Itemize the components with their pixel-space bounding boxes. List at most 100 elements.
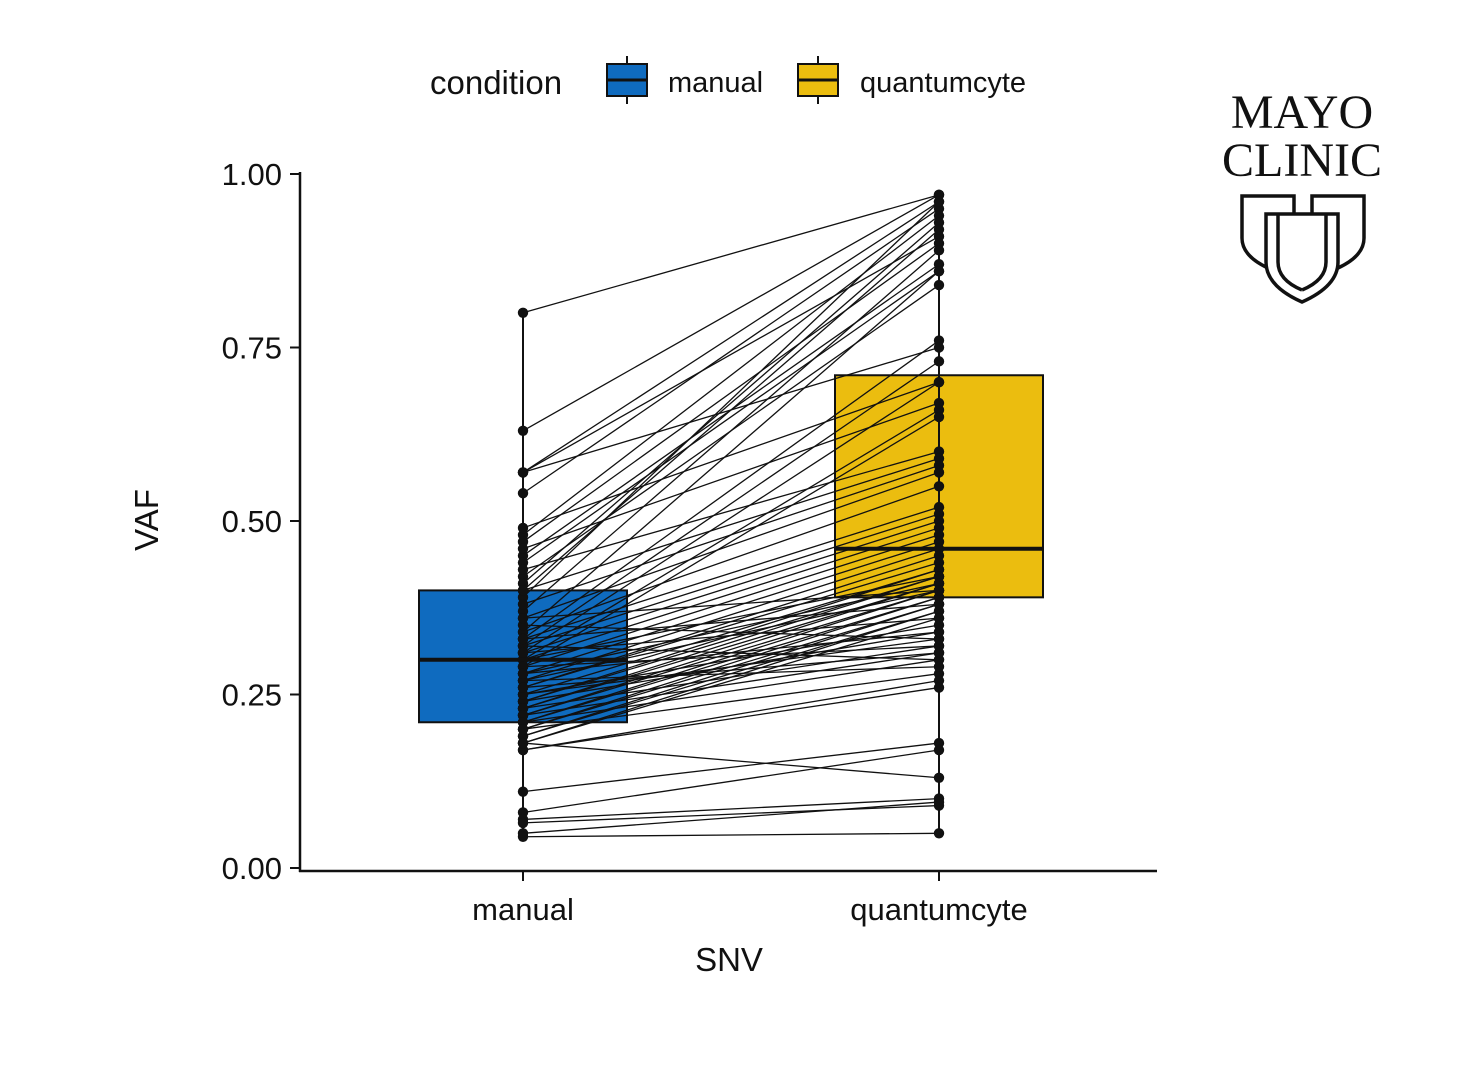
point-quantumcyte (933, 265, 945, 277)
pair-line (522, 686, 940, 751)
pair-line (522, 270, 940, 633)
point-manual (517, 786, 529, 797)
x-axis-title: SNV (695, 941, 763, 978)
legend-title: condition (430, 64, 562, 101)
point-manual (517, 633, 529, 645)
pair-line (522, 541, 940, 675)
pair-line (522, 575, 940, 703)
point-quantumcyte (933, 224, 945, 235)
pair-line (522, 471, 940, 619)
pair-line (522, 666, 940, 682)
point-manual (517, 522, 529, 534)
pair-line (522, 194, 940, 314)
pair-line (522, 617, 940, 654)
pair-line (522, 603, 940, 640)
point-quantumcyte (933, 245, 945, 256)
y-tick-label: 0.50 (222, 504, 282, 539)
legend-label-quantumcyte: quantumcyte (860, 67, 1026, 99)
pair-line (522, 235, 940, 473)
pair-line (522, 797, 940, 821)
pair-line (522, 659, 940, 723)
pair-line (522, 645, 940, 668)
pair-line (522, 679, 940, 751)
point-quantumcyte (933, 342, 945, 353)
point-quantumcyte (933, 397, 945, 409)
point-quantumcyte (933, 772, 945, 783)
pair-line (522, 749, 940, 814)
point-manual (517, 817, 529, 829)
pair-line (522, 194, 940, 432)
pair-line (522, 596, 940, 730)
pair-line (522, 652, 940, 689)
pair-line (522, 631, 940, 675)
shield-icon (1240, 194, 1366, 304)
point-manual (517, 307, 529, 318)
pair-line (522, 534, 940, 668)
logo-line-1: MAYO (1231, 86, 1373, 139)
y-tick-label: 0.25 (222, 678, 282, 713)
pair-line (522, 340, 940, 640)
point-quantumcyte (933, 612, 945, 624)
y-ticks: 0.00 0.25 0.50 0.75 1.00 (222, 157, 300, 886)
point-quantumcyte (933, 682, 945, 693)
pair-line (522, 801, 940, 834)
pair-line (522, 201, 940, 598)
points-layer (517, 189, 945, 842)
point-quantumcyte (933, 647, 945, 659)
point-manual (517, 585, 529, 596)
pair-line (522, 381, 940, 529)
pair-line (522, 575, 940, 661)
pair-line (522, 673, 940, 730)
pair-line (522, 638, 940, 696)
point-quantumcyte (933, 744, 945, 756)
pair-line (522, 464, 940, 605)
point-manual (517, 668, 529, 679)
pair-line (522, 270, 940, 564)
point-quantumcyte (933, 828, 945, 839)
point-quantumcyte (933, 661, 945, 672)
pair-line (522, 222, 940, 584)
point-quantumcyte (933, 356, 945, 367)
point-quantumcyte (933, 796, 945, 808)
pair-line (522, 208, 940, 494)
point-manual (517, 564, 529, 575)
point-manual (517, 724, 529, 735)
x-ticks: manual quantumcyte (472, 871, 1028, 927)
pair-line (522, 589, 940, 619)
pair-line (522, 450, 940, 571)
legend-key-quantumcyte (797, 56, 839, 104)
pair-line (522, 742, 940, 793)
pair-line (522, 346, 940, 474)
point-quantumcyte (933, 377, 945, 388)
pair-line (522, 402, 940, 550)
pair-line (522, 742, 940, 779)
x-tick-label: manual (472, 892, 574, 927)
mayo-clinic-logo: MAYO CLINIC (1222, 86, 1382, 304)
pair-line (522, 360, 940, 647)
pair-line (522, 582, 940, 710)
point-manual (517, 831, 529, 842)
logo-line-2: CLINIC (1222, 134, 1382, 187)
point-quantumcyte (933, 411, 945, 423)
pair-line (522, 485, 940, 633)
point-quantumcyte (933, 626, 945, 638)
point-quantumcyte (933, 279, 945, 291)
legend: condition manual quantumcyte (430, 56, 1026, 104)
point-manual (517, 612, 529, 624)
point-quantumcyte (933, 481, 945, 492)
point-quantumcyte (933, 599, 945, 610)
point-quantumcyte (933, 467, 945, 478)
pair-line (522, 249, 940, 612)
pair-line (522, 520, 940, 654)
pair-line (522, 201, 940, 473)
legend-key-manual (606, 56, 648, 104)
pair-line (522, 624, 940, 640)
x-tick-label: quantumcyte (850, 892, 1028, 927)
point-manual (517, 543, 529, 554)
pair-line (522, 416, 940, 668)
pair-line (522, 832, 940, 838)
point-quantumcyte (933, 196, 945, 207)
y-tick-label: 0.75 (222, 331, 282, 366)
pair-line (522, 506, 940, 640)
